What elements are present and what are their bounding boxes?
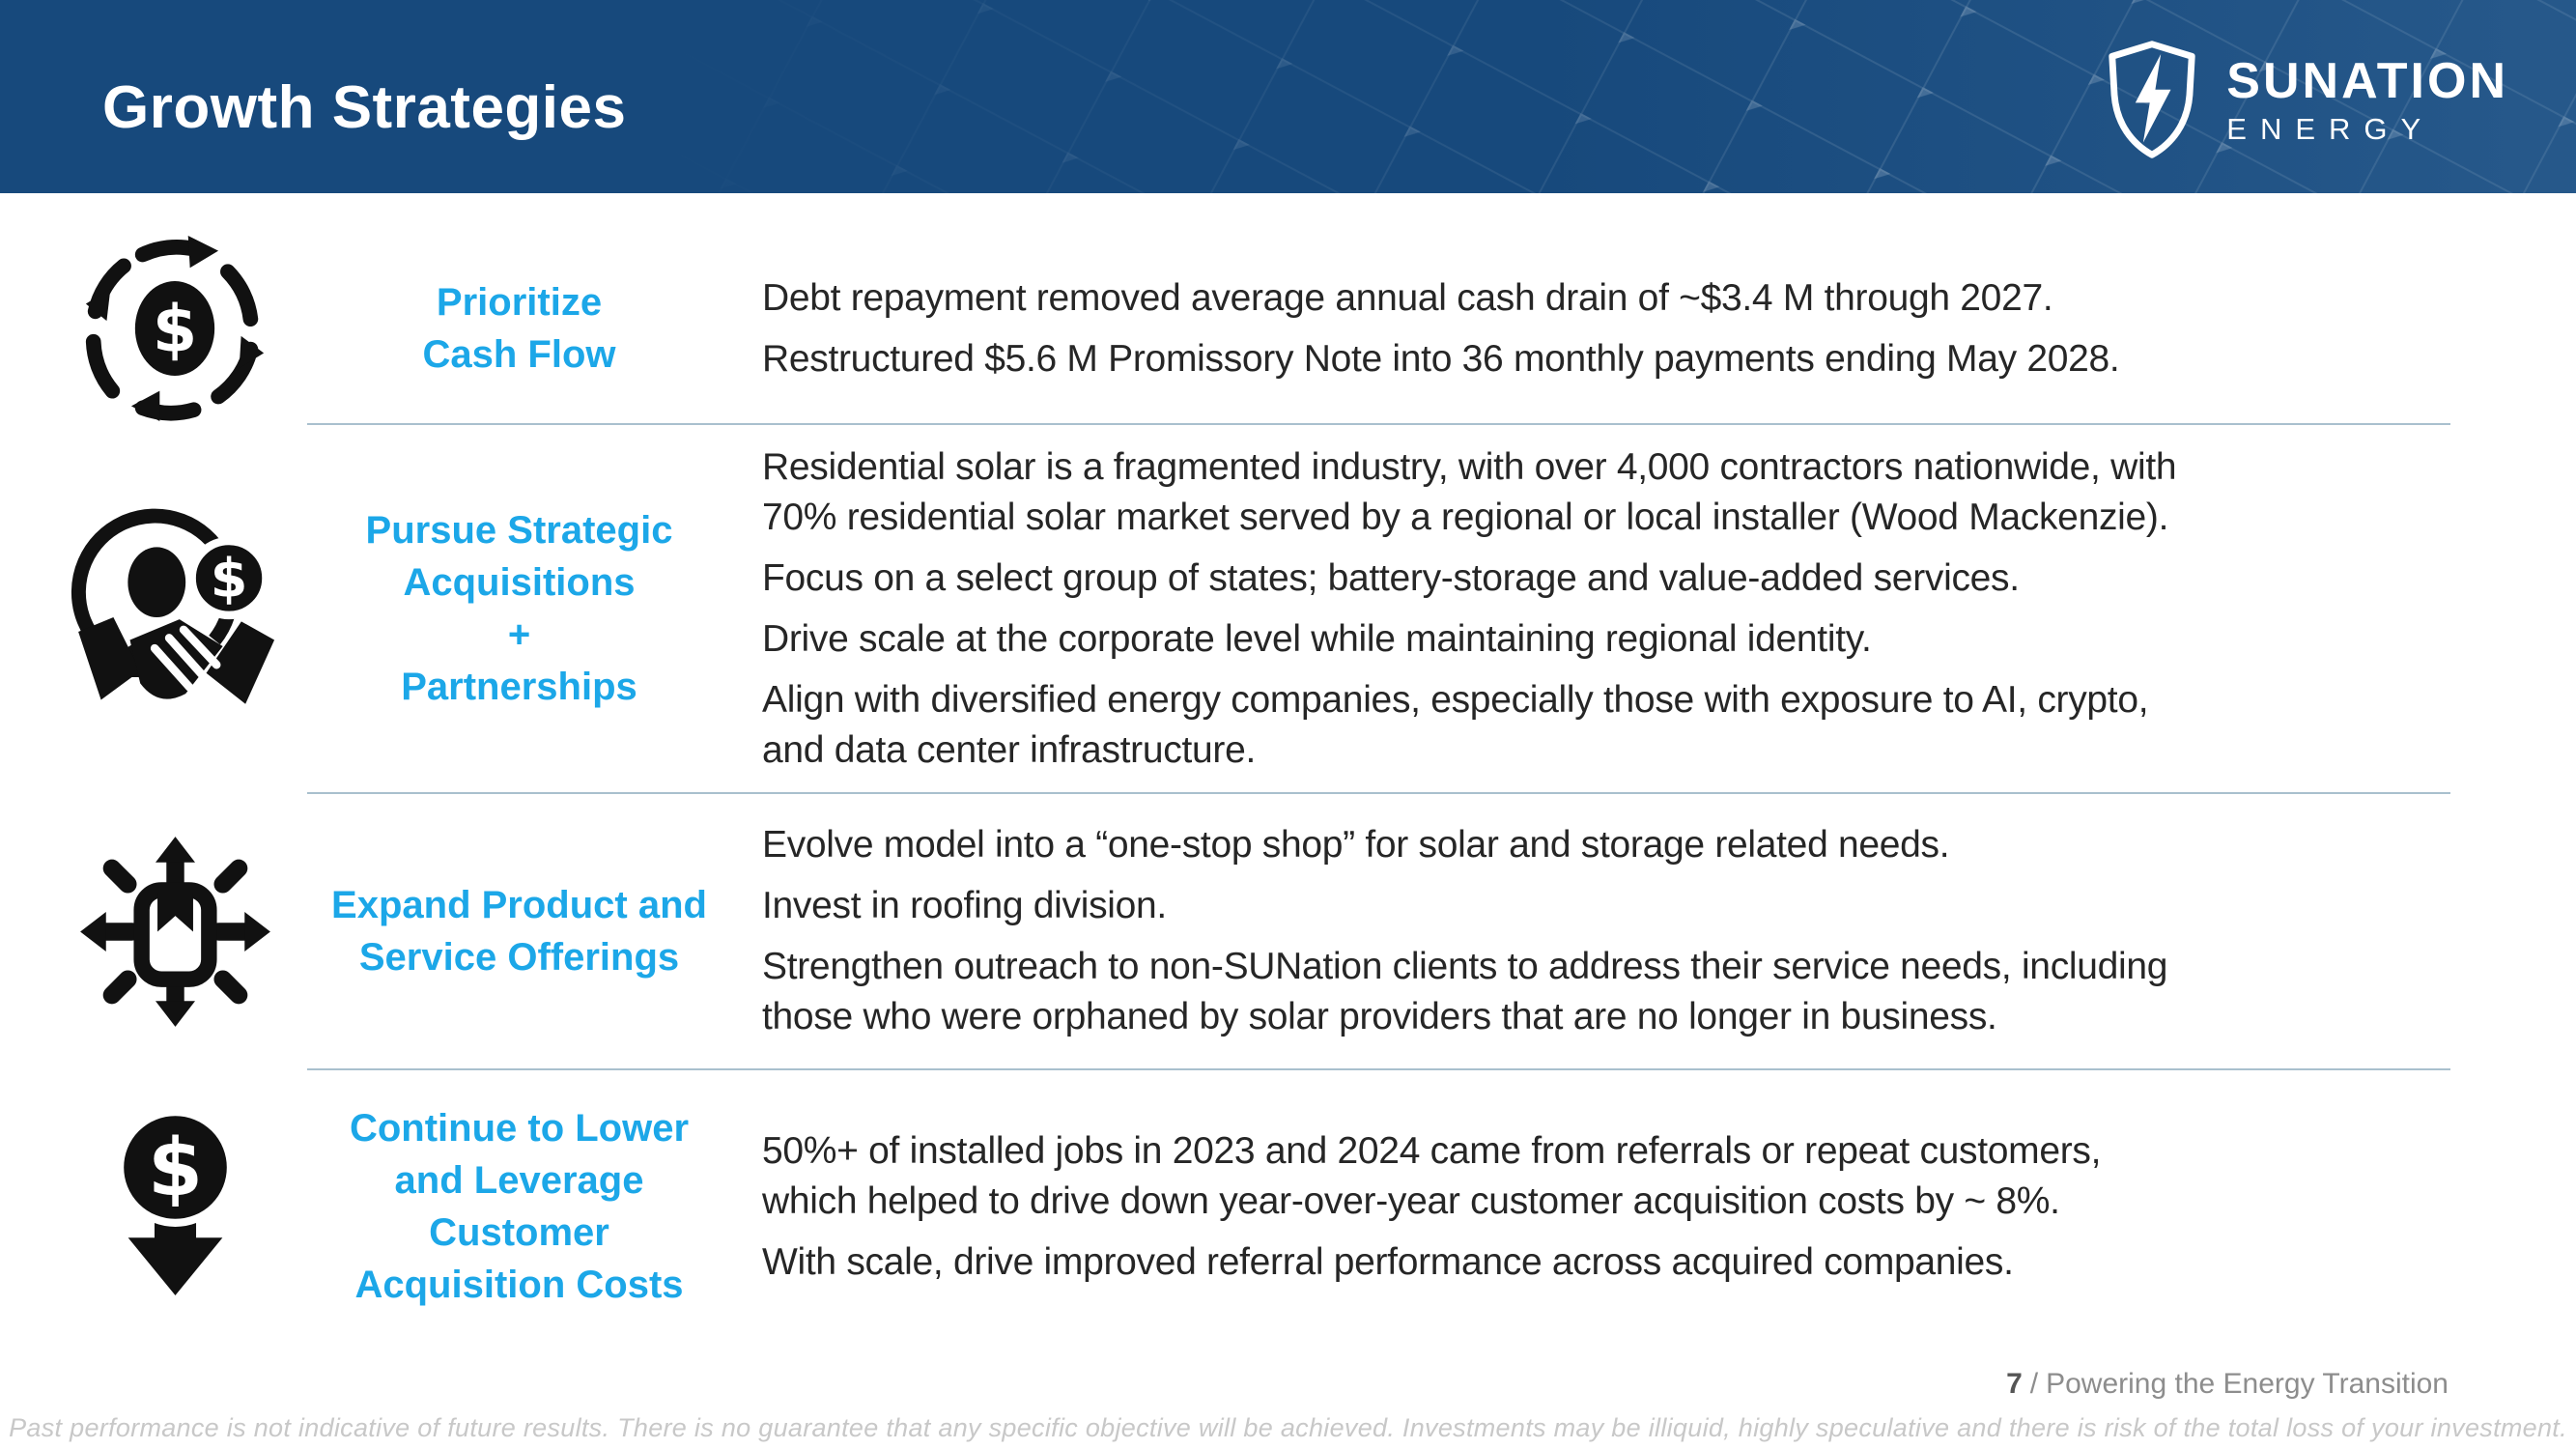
heading-line: Service Offerings [358, 936, 680, 979]
strategy-bullets: Residential solar is a fragmented indust… [762, 432, 2576, 786]
page-separator: / [2029, 1368, 2039, 1400]
logo-text: SUNATION ENERGY [2226, 56, 2508, 144]
dollar-down-arrow-icon: $ [115, 1107, 235, 1305]
deck-title: Powering the Energy Transition [2046, 1368, 2449, 1400]
bullet-text: Residential solar is a fragmented indust… [762, 445, 2177, 538]
bullet-text: Evolve model into a “one-stop shop” for … [762, 824, 1950, 866]
bullet-text: Debt repayment removed average annual ca… [762, 276, 2053, 319]
row-divider [307, 792, 2450, 794]
disclaimer-text: Past performance is not indicative of fu… [9, 1413, 2567, 1442]
icon-cell [60, 833, 290, 1031]
bullet-text: Focus on a select group of states; batte… [762, 556, 2020, 599]
heading-line: Pursue Strategic [365, 509, 673, 552]
bullet-text: Align with diversified energy companies,… [762, 678, 2149, 771]
strategy-bullets: 50%+ of installed jobs in 2023 and 2024 … [762, 1116, 2576, 1298]
row-divider [307, 1068, 2450, 1070]
logo-name: SUNATION [2226, 52, 2508, 109]
slide-header: Growth Strategies SUNATION ENERGY [0, 0, 2576, 193]
icon-cell: $ [60, 234, 290, 423]
page-footer-line: 7/Powering the Energy Transition [2006, 1368, 2449, 1401]
heading-line: Continue to Lower [349, 1107, 690, 1150]
strategy-heading: Expand Product and Service Offerings [290, 879, 749, 983]
heading-line: and Leverage [394, 1159, 644, 1202]
heading-line: + [507, 613, 531, 656]
strategy-row-prioritize-cash-flow: $ Prioritize Cash Flow Debt repayment re… [60, 234, 2576, 423]
heading-line: Partnerships [401, 666, 637, 708]
page-number: 7 [2006, 1368, 2023, 1400]
strategy-heading: Continue to Lower and Leverage Customer … [290, 1102, 749, 1311]
strategy-list: $ Prioritize Cash Flow Debt repayment re… [0, 193, 2576, 1343]
heading-line: Acquisitions [403, 561, 636, 604]
icon-cell: $ [60, 496, 290, 723]
svg-text:$: $ [147, 1122, 202, 1214]
page-title: Growth Strategies [102, 74, 627, 141]
strategy-heading: Prioritize Cash Flow [290, 276, 749, 381]
strategy-row-expand-offerings: Expand Product and Service Offerings Evo… [60, 794, 2576, 1068]
sunation-energy-logo: SUNATION ENERGY [2095, 39, 2508, 160]
heading-line: Acquisition Costs [354, 1264, 684, 1306]
expand-package-icon [79, 836, 270, 1027]
strategy-row-lower-acquisition-costs: $ Continue to Lower and Leverage Custome… [60, 1070, 2576, 1343]
strategy-bullets: Evolve model into a “one-stop shop” for … [762, 810, 2576, 1053]
bullet-text: 50%+ of installed jobs in 2023 and 2024 … [762, 1129, 2102, 1222]
bullet-text: With scale, drive improved referral perf… [762, 1240, 2014, 1283]
heading-line: Prioritize [436, 281, 603, 324]
cash-cycle-icon: $ [85, 235, 265, 422]
bullet-text: Invest in roofing division. [762, 885, 1167, 926]
icon-cell: $ [60, 1107, 290, 1306]
heading-line: Cash Flow [422, 333, 616, 376]
strategy-row-pursue-strategic-acquisitions: $ Pursue Strategic Acquisitions + Partne… [60, 425, 2576, 792]
strategy-heading: Pursue Strategic Acquisitions + Partners… [290, 504, 749, 713]
strategy-bullets: Debt repayment removed average annual ca… [762, 263, 2576, 395]
row-divider [307, 423, 2450, 425]
handshake-acquisition-icon: $ [71, 508, 274, 704]
logo-subtitle: ENERGY [2226, 111, 2435, 146]
bullet-text: Restructured $5.6 M Promissory Note into… [762, 337, 2120, 380]
bullet-text: Drive scale at the corporate level while… [762, 617, 1872, 660]
svg-text:$: $ [210, 547, 247, 610]
shield-lightning-icon [2109, 41, 2195, 158]
svg-text:$: $ [153, 292, 197, 367]
heading-line: Customer [429, 1211, 609, 1254]
heading-line: Expand Product and [331, 884, 707, 926]
bullet-text: Strengthen outreach to non-SUNation clie… [762, 946, 2168, 1037]
